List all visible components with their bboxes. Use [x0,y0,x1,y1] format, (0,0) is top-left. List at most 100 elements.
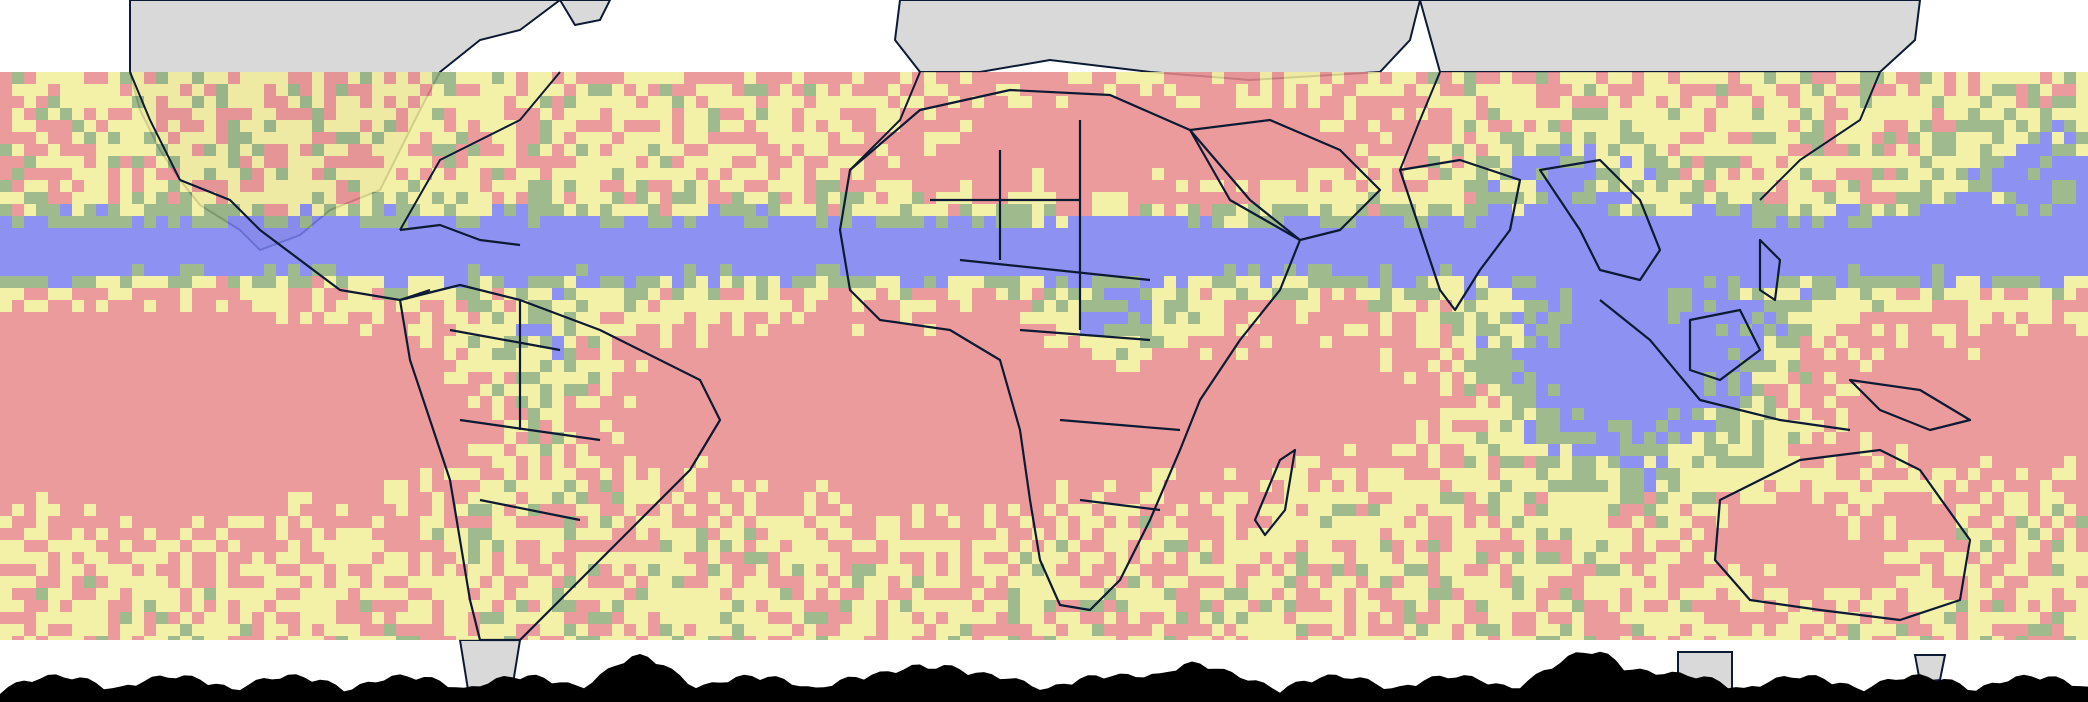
heat-cell [696,96,709,109]
heat-cell [1236,228,1249,241]
heat-cell [2064,312,2077,325]
heat-cell [504,228,517,241]
heat-cell [1800,192,1813,205]
heat-cell [1284,360,1297,373]
heat-cell [876,168,889,181]
heat-cell [2076,300,2088,313]
heat-cell [36,204,49,217]
heat-cell [312,396,325,409]
heat-cell [1644,300,1657,313]
heat-cell [372,168,385,181]
heat-cell [1392,72,1405,85]
heat-cell [1344,192,1357,205]
heat-cell [720,96,733,109]
heat-cell [276,156,289,169]
heat-cell [696,120,709,133]
heat-cell [312,360,325,373]
heat-cell [1728,300,1741,313]
heat-cell [876,372,889,385]
heat-cell [1908,216,1921,229]
heat-cell [1752,264,1765,277]
heat-cell [1488,300,1501,313]
heat-cell [1164,228,1177,241]
heat-cell [1584,192,1597,205]
heat-cell [216,396,229,409]
heat-cell [36,360,49,373]
heat-cell [2028,312,2041,325]
heat-cell [768,72,781,85]
heat-cell [12,348,25,361]
heat-cell [1920,144,1933,157]
heat-cell [432,372,445,385]
heat-cell [120,108,133,121]
heat-cell [132,300,145,313]
heat-cell [1044,144,1057,157]
heat-cell [588,372,601,385]
heat-cell [588,360,601,373]
heat-cell [1008,288,1021,301]
heat-cell [1884,216,1897,229]
heat-cell [204,312,217,325]
heat-cell [108,180,121,193]
heat-cell [480,276,493,289]
heat-cell [1644,132,1657,145]
heat-cell [2064,240,2077,253]
heat-cell [828,192,841,205]
heat-cell [1320,132,1333,145]
heat-cell [2076,84,2088,97]
heat-cell [1968,156,1981,169]
heat-cell [804,408,817,421]
heat-cell [1848,120,1861,133]
heat-cell [1248,348,1261,361]
heat-cell [684,360,697,373]
heat-cell [2016,144,2029,157]
heat-cell [0,216,13,229]
heat-cell [984,288,997,301]
heat-cell [1128,228,1141,241]
heat-cell [1752,396,1765,409]
heat-cell [2028,180,2041,193]
heat-cell [1260,384,1273,397]
heat-cell [1236,276,1249,289]
heat-cell [2040,168,2053,181]
heat-cell [396,348,409,361]
heat-cell [1104,168,1117,181]
heat-cell [312,264,325,277]
heat-cell [1908,192,1921,205]
heat-cell [1776,288,1789,301]
heat-cell [1212,312,1225,325]
heat-cell [1344,276,1357,289]
heat-cell [924,372,937,385]
heat-cell [1260,240,1273,253]
heat-cell [708,180,721,193]
heat-cell [636,96,649,109]
heat-cell [924,252,937,265]
heat-cell [1044,252,1057,265]
heat-cell [2052,192,2065,205]
heat-cell [1200,264,1213,277]
heat-cell [12,300,25,313]
heat-cell [1668,252,1681,265]
heat-cell [1944,168,1957,181]
heat-cell [1560,120,1573,133]
heat-cell [1116,300,1129,313]
heat-cell [756,384,769,397]
heat-cell [1560,276,1573,289]
heat-cell [2064,72,2077,85]
heat-cell [1416,132,1429,145]
heat-cell [1032,336,1045,349]
heat-cell [216,300,229,313]
heat-cell [204,384,217,397]
heat-cell [1764,120,1777,133]
heat-cell [804,132,817,145]
heat-cell [708,204,721,217]
heat-cell [2064,180,2077,193]
heat-cell [672,372,685,385]
heat-cell [516,72,529,85]
heat-cell [156,96,169,109]
heat-cell [708,288,721,301]
heat-cell [888,168,901,181]
heat-cell [432,84,445,97]
heat-cell [1344,72,1357,85]
heat-cell [1068,300,1081,313]
